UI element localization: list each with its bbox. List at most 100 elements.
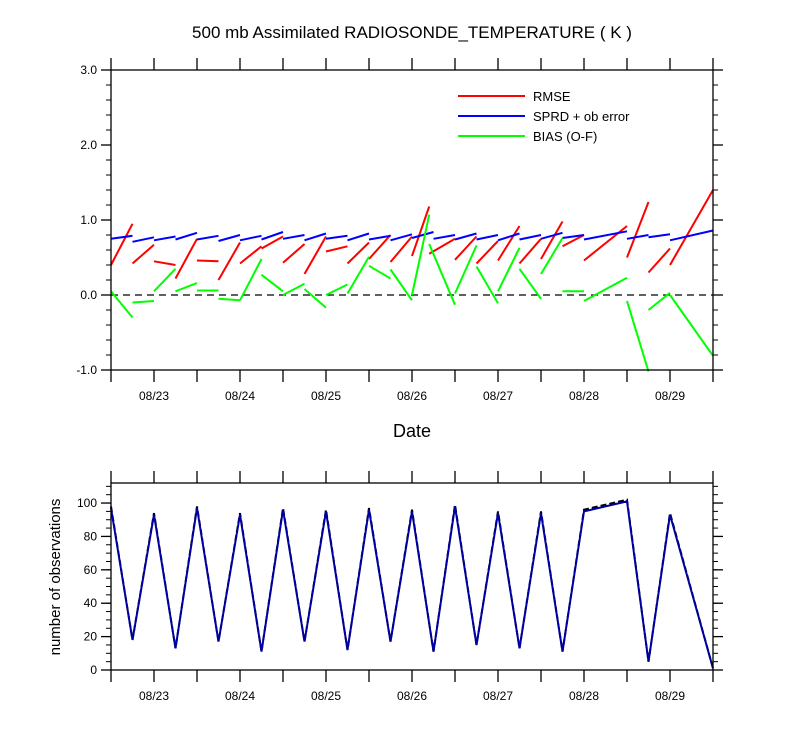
sprd-segment-18 <box>497 232 520 242</box>
top-chart-panel: 08/23 08/24 08/25 08/26 08/27 08/28 08/29 -1.0 0… <box>76 58 723 403</box>
rmse-segment-3 <box>174 238 198 279</box>
rmse-segment-23 <box>626 201 650 258</box>
rmse-segment-12 <box>368 234 392 260</box>
sprd-segment-16 <box>454 232 477 241</box>
top-y-tick-label-1: 0.0 <box>80 288 97 302</box>
rmse-segment-4 <box>196 259 219 263</box>
bias-segment-24 <box>647 292 671 311</box>
rmse-segment-7 <box>261 235 284 250</box>
bias-segment-23 <box>626 300 650 372</box>
sprd-segment-3 <box>175 231 198 241</box>
rmse-segment-6 <box>239 245 263 265</box>
sprd-segment-2 <box>153 235 176 242</box>
sprd-segment-24 <box>648 233 671 239</box>
rmse-segment-11 <box>346 241 370 265</box>
bias-segment-16 <box>454 245 478 294</box>
legend-label-bias: BIAS (O-F) <box>533 129 597 144</box>
top-x-tick-label-0: 08/23 <box>139 389 169 403</box>
sprd-segment-14 <box>411 231 434 239</box>
rmse-segment-9 <box>303 236 327 275</box>
sprd-segment-21 <box>562 234 585 239</box>
bottom-y-tick-label-1: 20 <box>84 630 98 644</box>
legend-label-sprd: SPRD + ob error <box>533 109 630 124</box>
rmse-segment-25 <box>669 189 714 266</box>
bias-segment-8 <box>282 282 305 296</box>
sprd-segment-23 <box>626 234 649 240</box>
rmse-segment-13 <box>389 235 413 263</box>
sprd-segment-15 <box>433 234 456 240</box>
bias-segment-11 <box>346 256 370 295</box>
bottom-x-tick-label-2: 08/25 <box>311 689 341 703</box>
bias-segment-15 <box>428 243 456 306</box>
sprd-segment-8 <box>282 234 305 240</box>
bottom-x-tick-label-3: 08/26 <box>397 689 427 703</box>
sprd-segment-20 <box>540 231 563 240</box>
bias-segment-22 <box>583 276 628 302</box>
bottom-x-tick-label-1: 08/24 <box>225 689 255 703</box>
sprd-segment-10 <box>325 234 348 240</box>
top-x-tick-label-4: 08/27 <box>483 389 513 403</box>
sprd-segment-9 <box>304 232 327 242</box>
bias-segment-3 <box>175 282 198 293</box>
top-x-tick-label-5: 08/28 <box>569 389 599 403</box>
bottom-y-tick-label-4: 80 <box>84 529 98 543</box>
legend-label-rmse: RMSE <box>533 89 571 104</box>
rmse-segment-15 <box>428 237 456 255</box>
bottom-x-tick-label-5: 08/28 <box>569 689 599 703</box>
rmse-segment-5 <box>217 242 241 281</box>
bottom-chart-panel: 08/23 08/24 08/25 08/26 08/27 08/28 08/29 0 20 40… <box>77 471 723 703</box>
sprd-segment-7 <box>261 231 284 241</box>
top-y-tick-label-4: 3.0 <box>80 63 97 77</box>
top-x-tick-label-3: 08/26 <box>397 389 427 403</box>
bottom-x-tick-label-6: 08/29 <box>655 689 685 703</box>
bias-segment-9 <box>303 288 327 309</box>
sprd-segment-12 <box>368 234 391 241</box>
rmse-segment-2 <box>153 260 176 266</box>
chart-title: 500 mb Assimilated RADIOSONDE_TEMPERATUR… <box>192 23 632 42</box>
rmse-segment-19 <box>518 238 542 265</box>
rmse-segment-10 <box>325 245 348 253</box>
sprd-segment-4 <box>196 234 219 241</box>
rmse-segment-18 <box>497 225 521 262</box>
sprd-segment-5 <box>218 234 241 242</box>
rmse-segment-16 <box>454 235 478 261</box>
bias-segment-5 <box>218 297 241 302</box>
rmse-segment-24 <box>647 247 671 274</box>
top-y-tick-label-3: 2.0 <box>80 138 97 152</box>
obs-used-line <box>110 500 714 669</box>
bottom-y-tick-label-0: 0 <box>90 663 97 677</box>
top-y-tick-label-2: 1.0 <box>80 213 97 227</box>
x-axis-label: Date <box>393 421 431 441</box>
bias-segment-0 <box>110 290 134 319</box>
obs-y-axis-label: number of observations <box>47 499 64 656</box>
sprd-segment-0 <box>110 234 133 240</box>
bottom-y-tick-label-3: 60 <box>84 563 98 577</box>
bottom-y-tick-label-5: 100 <box>77 496 97 510</box>
sprd-segment-1 <box>132 236 155 243</box>
rmse-segment-20 <box>540 221 564 260</box>
rmse-segment-17 <box>475 240 499 265</box>
bias-segment-12 <box>368 264 392 280</box>
top-x-tick-label-6: 08/29 <box>655 389 685 403</box>
legend: RMSE SPRD + ob error BIAS (O-F) <box>458 89 630 144</box>
rmse-segment-1 <box>131 244 155 265</box>
sprd-segment-25 <box>669 229 714 242</box>
sprd-segment-22 <box>583 230 628 241</box>
rmse-segment-0 <box>110 223 134 266</box>
bias-segment-13 <box>389 268 413 301</box>
sprd-segment-13 <box>390 233 413 242</box>
bias-segment-18 <box>497 247 521 292</box>
rmse-segment-8 <box>282 243 306 264</box>
bottom-x-tick-label-0: 08/23 <box>139 689 169 703</box>
bias-segment-6 <box>239 258 263 301</box>
sprd-segment-17 <box>476 234 499 241</box>
rmse-segment-21 <box>562 234 585 248</box>
bias-segment-25 <box>669 294 714 357</box>
bias-segment-7 <box>260 274 284 293</box>
bias-segment-14 <box>411 214 431 296</box>
sprd-segment-19 <box>519 234 542 241</box>
top-x-tick-label-2: 08/25 <box>311 389 341 403</box>
sprd-segment-11 <box>347 232 370 242</box>
bias-segment-17 <box>475 265 499 304</box>
